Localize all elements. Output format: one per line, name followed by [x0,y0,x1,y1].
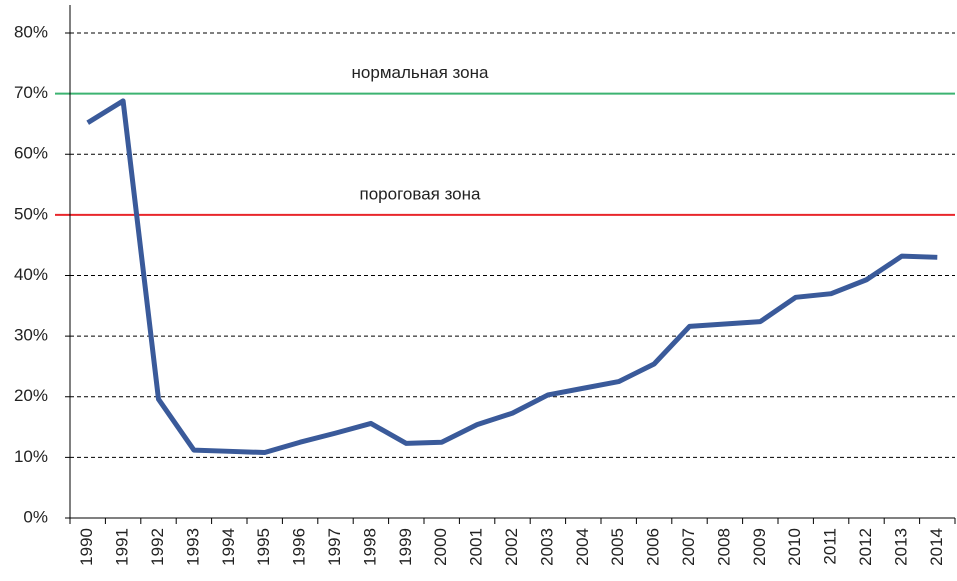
x-tick-label: 1995 [254,528,273,566]
x-tick-label: 2002 [502,528,521,566]
x-tick-label: 2007 [679,528,698,566]
x-tick-label: 1997 [325,528,344,566]
x-tick-label: 2010 [785,528,804,566]
x-tick-label: 1998 [360,528,379,566]
x-tick-label: 2008 [714,528,733,566]
y-tick-label: 70% [14,83,48,102]
x-tick-label: 2006 [644,528,663,566]
y-tick-label: 80% [14,22,48,41]
y-tick-label: 60% [14,144,48,163]
y-tick-label: 30% [14,326,48,345]
reference-label: пороговая зона [360,184,482,203]
x-tick-label: 1991 [113,528,132,566]
y-tick-label: 0% [23,507,48,526]
data-line [86,98,938,456]
y-tick-label: 50% [14,204,48,223]
x-tick-label: 1992 [148,528,167,566]
x-tick-label: 1993 [183,528,202,566]
x-tick-label: 1994 [219,528,238,566]
y-tick-label: 10% [14,447,48,466]
x-tick-label: 2005 [608,528,627,566]
x-tick-label: 1996 [290,528,309,566]
x-tick-label: 2014 [927,528,946,566]
x-tick-label: 2013 [891,528,910,566]
x-tick-label: 1999 [396,528,415,566]
x-tick-label: 2003 [537,528,556,566]
reference-label: нормальная зона [352,63,489,82]
x-tick-label: 2001 [467,528,486,566]
x-tick-label: 2004 [573,528,592,566]
x-tick-label: 2000 [431,528,450,566]
x-tick-label: 1990 [77,528,96,566]
x-tick-label: 2012 [856,528,875,566]
y-tick-label: 40% [14,265,48,284]
x-tick-label: 2009 [750,528,769,566]
x-tick-label: 2011 [821,528,840,565]
y-tick-label: 20% [14,386,48,405]
